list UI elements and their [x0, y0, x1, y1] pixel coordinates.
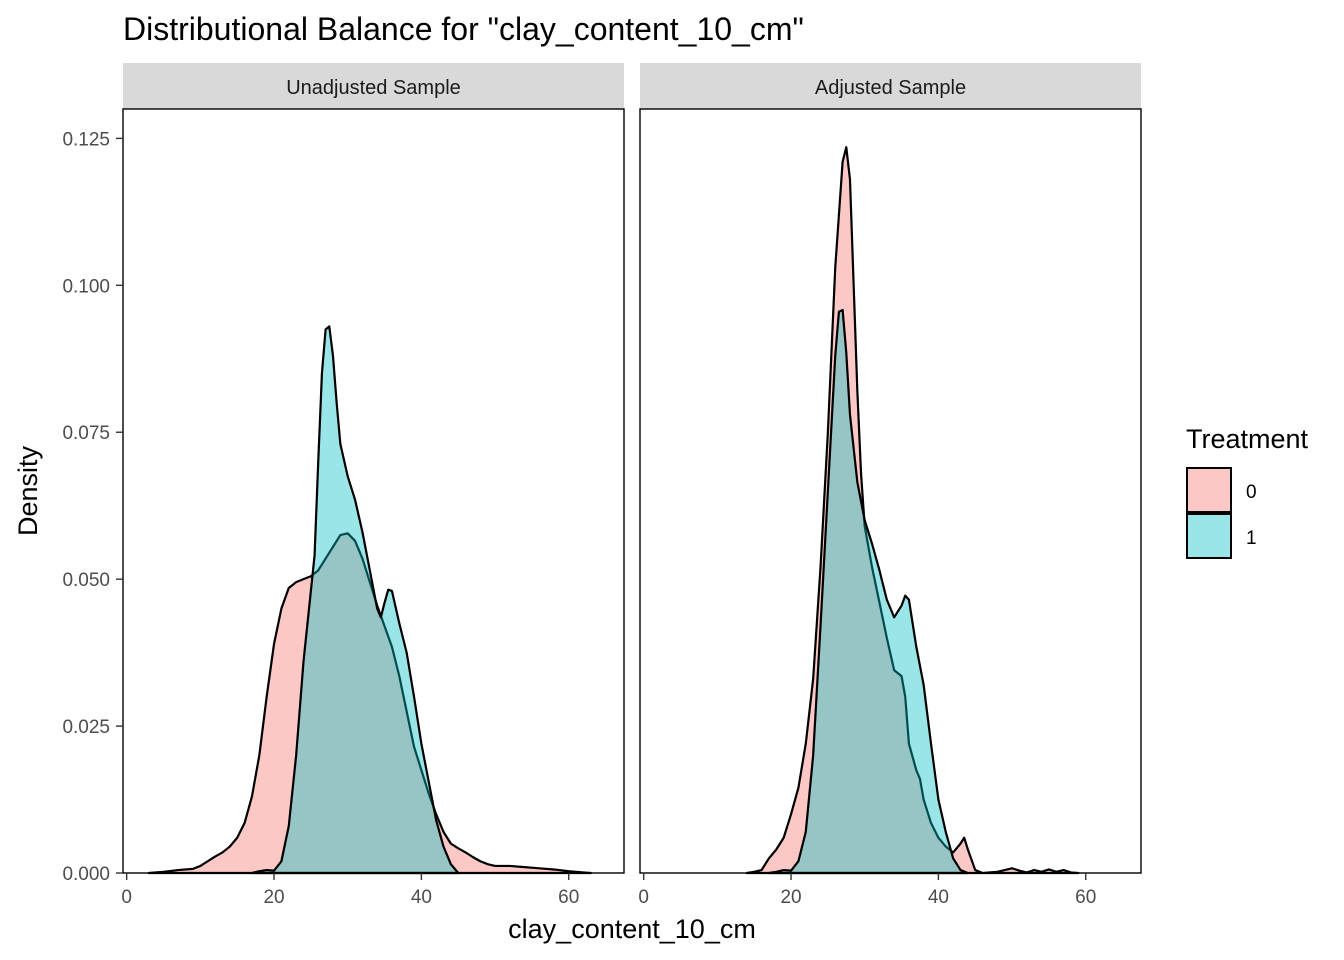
plot-area-adjusted [745, 146, 1080, 875]
x-tick-label: 0 [638, 887, 649, 908]
y-tick-label: 0.075 [62, 423, 110, 444]
legend-label-0: 0 [1246, 482, 1257, 503]
strip-background [123, 63, 624, 109]
x-tick-label: 20 [263, 887, 284, 908]
x-tick-label: 0 [121, 887, 132, 908]
y-tick-label: 0.125 [62, 129, 110, 150]
y-tick-label: 0.000 [62, 864, 110, 885]
legend: Treatment 0 1 [1186, 424, 1309, 559]
y-tick-label: 0.050 [62, 570, 110, 591]
x-axis-unadjusted: 0 20 40 60 [121, 873, 579, 908]
x-axis-label: clay_content_10_cm [508, 914, 756, 944]
x-tick-label: 60 [1075, 887, 1096, 908]
x-tick-label: 20 [780, 887, 801, 908]
panel-adjusted: Adjusted Sample [639, 63, 1142, 875]
strip-label: Unadjusted Sample [286, 77, 461, 99]
chart-title: Distributional Balance for "clay_content… [123, 11, 804, 47]
plot-area-unadjusted [147, 325, 592, 875]
legend-key-1 [1186, 513, 1232, 559]
y-axis: 0.000 0.025 0.050 0.075 0.100 0.125 [62, 129, 123, 885]
legend-label-1: 1 [1246, 528, 1257, 549]
density-curve-treatment-1 [250, 325, 460, 875]
strip-label: Adjusted Sample [815, 77, 966, 99]
legend-key-0 [1186, 467, 1232, 513]
x-tick-label: 60 [558, 887, 579, 908]
density-curve-treatment-0 [147, 532, 592, 875]
panel-border [122, 108, 625, 874]
strip-background [640, 63, 1141, 109]
x-tick-label: 40 [928, 887, 949, 908]
density-curve-treatment-1 [767, 308, 969, 875]
y-axis-label: Density [13, 445, 43, 536]
panel-unadjusted: Unadjusted Sample [122, 63, 625, 875]
y-tick-label: 0.025 [62, 717, 110, 738]
density-curve-treatment-0 [745, 146, 1080, 875]
panel-border [639, 108, 1142, 874]
x-tick-label: 40 [411, 887, 432, 908]
x-axis-adjusted: 0 20 40 60 [638, 873, 1096, 908]
legend-title: Treatment [1186, 424, 1309, 454]
y-tick-label: 0.100 [62, 276, 110, 297]
